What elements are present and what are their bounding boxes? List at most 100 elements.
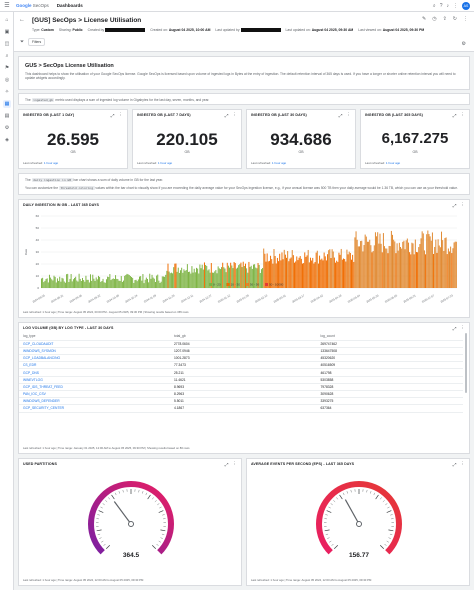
more-options-icon[interactable]: ⋮ [460,461,466,466]
table-scrollbar[interactable] [465,333,467,393]
notifications-icon[interactable]: ♪ [446,2,450,9]
avatar[interactable]: AS [462,1,470,10]
reports-icon[interactable]: ▤ [4,113,10,119]
gauge-tick [328,506,331,509]
more-options-icon[interactable]: ⋮ [460,202,466,207]
gear-icon[interactable]: ⚙ [461,41,466,47]
more-options-icon[interactable]: ⋮ [460,325,466,330]
expand-icon[interactable]: ⤢ [452,202,457,208]
gauge-tick [151,497,154,500]
filters-chip[interactable]: Filters [28,38,46,46]
log-type-link[interactable]: GCP_IDS_THREAT_FEED [19,383,170,392]
more-options-icon[interactable]: ⋮ [346,112,352,117]
log-type-link[interactable]: CS_EDR [19,361,170,370]
more-options-icon[interactable]: ⋮ [232,461,238,466]
more-options-icon[interactable]: ⋮ [463,16,468,22]
detections-icon[interactable]: ◎ [4,77,10,83]
dashboards-icon[interactable]: ▦ [3,100,11,108]
gauge-tick [162,514,165,516]
x-tick-label: 2024-10-08 [106,293,120,304]
edit-icon[interactable]: ✎ [422,16,427,22]
table-row: WINDOWS_SYSMON 1207.0946 133647508 [19,347,463,356]
apps-grid-icon[interactable]: ⋮ [453,2,458,9]
app-logo[interactable]: Google SecOps [16,3,49,8]
daily-bar [127,274,129,288]
settings-nav-icon[interactable]: ⚙ [4,125,10,131]
gauge-tick [161,533,165,535]
table-row: WINDOWS_DEFENDER 5.5011 3393275 [19,397,463,406]
expand-icon[interactable]: ⤢ [452,325,457,331]
daily-bar [154,281,156,288]
x-tick-label: 2024-12-11 [180,293,194,303]
back-arrow-icon[interactable]: ← [19,17,25,23]
daily-bar [354,237,356,288]
expand-icon[interactable]: ⤢ [452,461,457,467]
threat-intel-icon[interactable]: ✧ [4,89,10,95]
expand-icon[interactable]: ⤢ [224,112,229,118]
log-type-link[interactable]: GCP_DNS [19,368,170,377]
share-icon[interactable]: ⇪ [442,16,447,22]
log-type-link[interactable]: PAN_IOC_CSV [19,390,170,399]
legend-label: 50 - 10000 [269,282,284,286]
meta-created-value: August 04 2025, 10:00 AM [168,28,211,32]
gauge-tick [159,506,162,509]
expand-icon[interactable]: ⤢ [110,112,115,118]
log-type-link[interactable]: WINDOWS_DEFENDER [19,397,170,406]
meta-updated-label: Last updated on: [285,28,311,32]
table-cell: 11.4621 [169,376,317,384]
kpi-footer-link[interactable]: 1 hour ago [43,161,59,165]
daily-bar [412,243,414,288]
daily-bar [115,275,117,288]
table-cell: 45320620 [316,354,463,363]
more-options-icon[interactable]: ⋮ [118,112,124,117]
help-icon[interactable]: ? [439,2,443,9]
log-type-link[interactable]: GCP_LOADBALANCING [19,354,170,363]
daily-bar [441,231,443,288]
more-options-icon[interactable]: ⋮ [232,112,238,117]
daily-bar [58,280,60,288]
daily-bar [123,280,125,288]
filter-icon[interactable]: ⏷ [20,39,25,45]
hamburger-menu-icon[interactable]: ☰ [4,3,10,9]
kpi-title: INGESTED GB (LAST 365 DAYS) [365,113,423,117]
column-header[interactable]: log_type [19,333,170,341]
daily-bar [136,281,138,288]
column-header[interactable]: total_gb [169,333,317,341]
gauge-tick [389,533,393,535]
cases-icon[interactable]: ◫ [4,41,10,47]
schedule-icon[interactable]: ◷ [432,16,437,22]
daily-bar [233,261,235,288]
daily-bar [405,240,407,288]
daily-bar [258,264,260,288]
expand-icon[interactable]: ⤢ [224,461,229,467]
meta-updated-value: August 04 2025, 09:30 AM [311,28,354,32]
log-type-link[interactable]: GCP_SECURITY_CENTER [19,404,170,413]
refresh-icon[interactable]: ↻ [452,16,457,22]
daily-bar [62,278,64,288]
kpi-footer-link[interactable]: 1 hour ago [157,161,173,165]
kpi-footer-link[interactable]: 1 hour ago [271,161,287,165]
expand-icon[interactable]: ⤢ [452,112,457,118]
log-type-link[interactable]: GCP_CLOUDAUDIT [19,340,170,348]
daily-bar [267,261,269,288]
marketplace-icon[interactable]: ◈ [5,137,9,143]
alerts-icon[interactable]: ▣ [4,29,10,35]
search-nav-icon[interactable]: ⌕ [5,53,9,59]
x-tick-label: 2024-09-06 [69,293,83,304]
daily-bar [247,272,249,288]
log-type-link[interactable]: WINEVTLOG [19,376,170,384]
column-header[interactable]: log_count [316,333,463,341]
daily-bar [450,246,452,288]
daily-bar [87,279,89,288]
kpi-footer-link[interactable]: 1 hour ago [385,161,401,165]
daily-bar [255,267,257,288]
investigation-icon[interactable]: ⚑ [4,65,10,71]
tip-panel-2: The daily ingestion in GB bar chart show… [18,173,470,195]
table-cell: 637364 [316,404,463,413]
table-cell: 5.5011 [169,397,317,406]
more-options-icon[interactable]: ⋮ [460,112,466,117]
search-icon[interactable]: ⌕ [432,2,436,9]
log-type-link[interactable]: WINDOWS_SYSMON [19,347,170,356]
home-icon[interactable]: ⌂ [5,17,9,23]
expand-icon[interactable]: ⤢ [338,112,343,118]
